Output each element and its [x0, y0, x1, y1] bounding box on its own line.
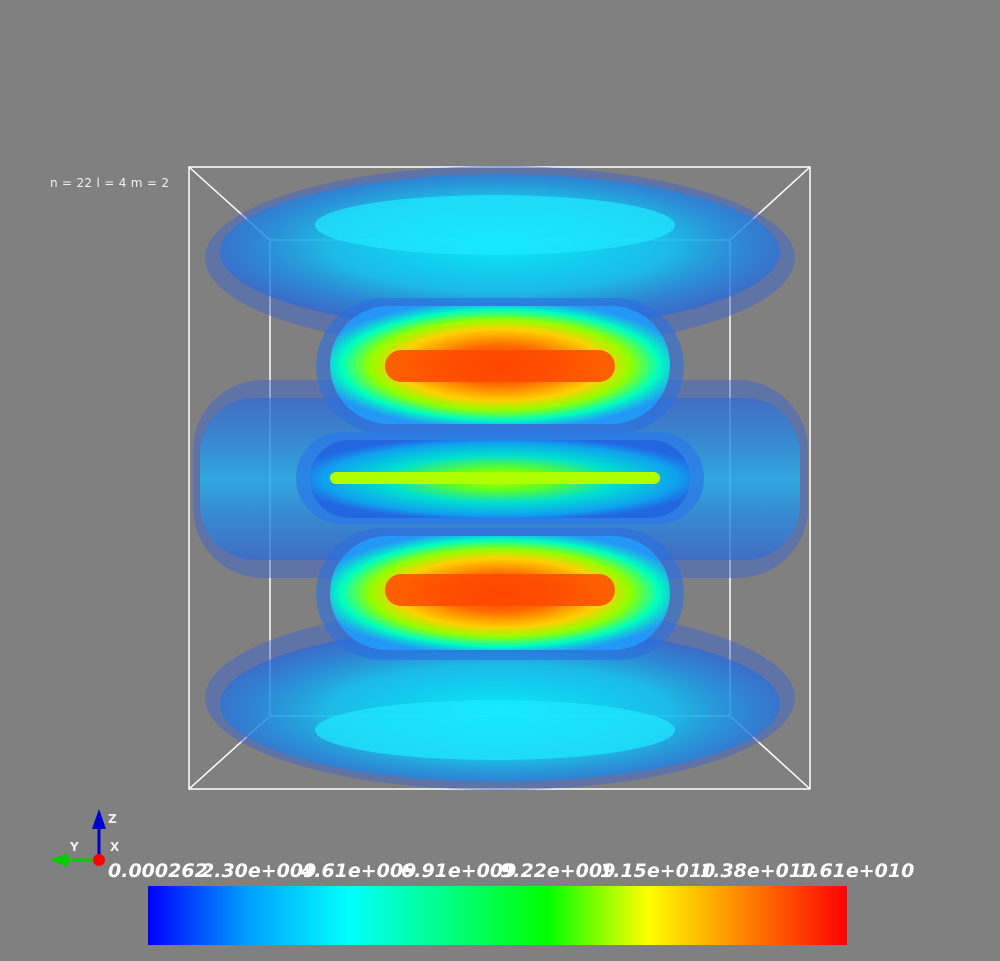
color-legend-tick: 6.91e+009 — [401, 860, 517, 882]
color-legend-tick: 1.15e+010 — [600, 860, 716, 882]
central-lobe — [296, 432, 704, 524]
orientation-axes: Z Y X — [44, 805, 124, 870]
lower-inner-lobe — [316, 528, 684, 660]
color-legend-tick: 0.000262 — [108, 860, 208, 882]
color-legend-labels: 0.000262 2.30e+009 4.61e+009 6.91e+009 9… — [105, 860, 914, 884]
z-axis-arrow — [92, 809, 106, 860]
plot-title: n = 22 l = 4 m = 2 — [50, 176, 170, 190]
top-outer-lobe — [205, 166, 795, 350]
color-legend-tick: 1.61e+010 — [799, 860, 915, 882]
color-legend: 0.000262 2.30e+009 4.61e+009 6.91e+009 9… — [105, 860, 914, 950]
x-axis-arrow — [93, 854, 105, 866]
y-axis-arrow — [50, 853, 99, 867]
color-legend-tick: 9.22e+009 — [500, 860, 616, 882]
color-legend-tick: 4.61e+009 — [301, 860, 417, 882]
z-axis-label: Z — [108, 812, 117, 826]
upper-inner-lobe — [316, 298, 684, 434]
color-legend-tick: 1.38e+010 — [700, 860, 816, 882]
color-ramp — [148, 886, 847, 945]
y-axis-label: Y — [69, 840, 79, 854]
x-axis-label: X — [110, 840, 120, 854]
color-legend-tick: 2.30e+009 — [201, 860, 317, 882]
